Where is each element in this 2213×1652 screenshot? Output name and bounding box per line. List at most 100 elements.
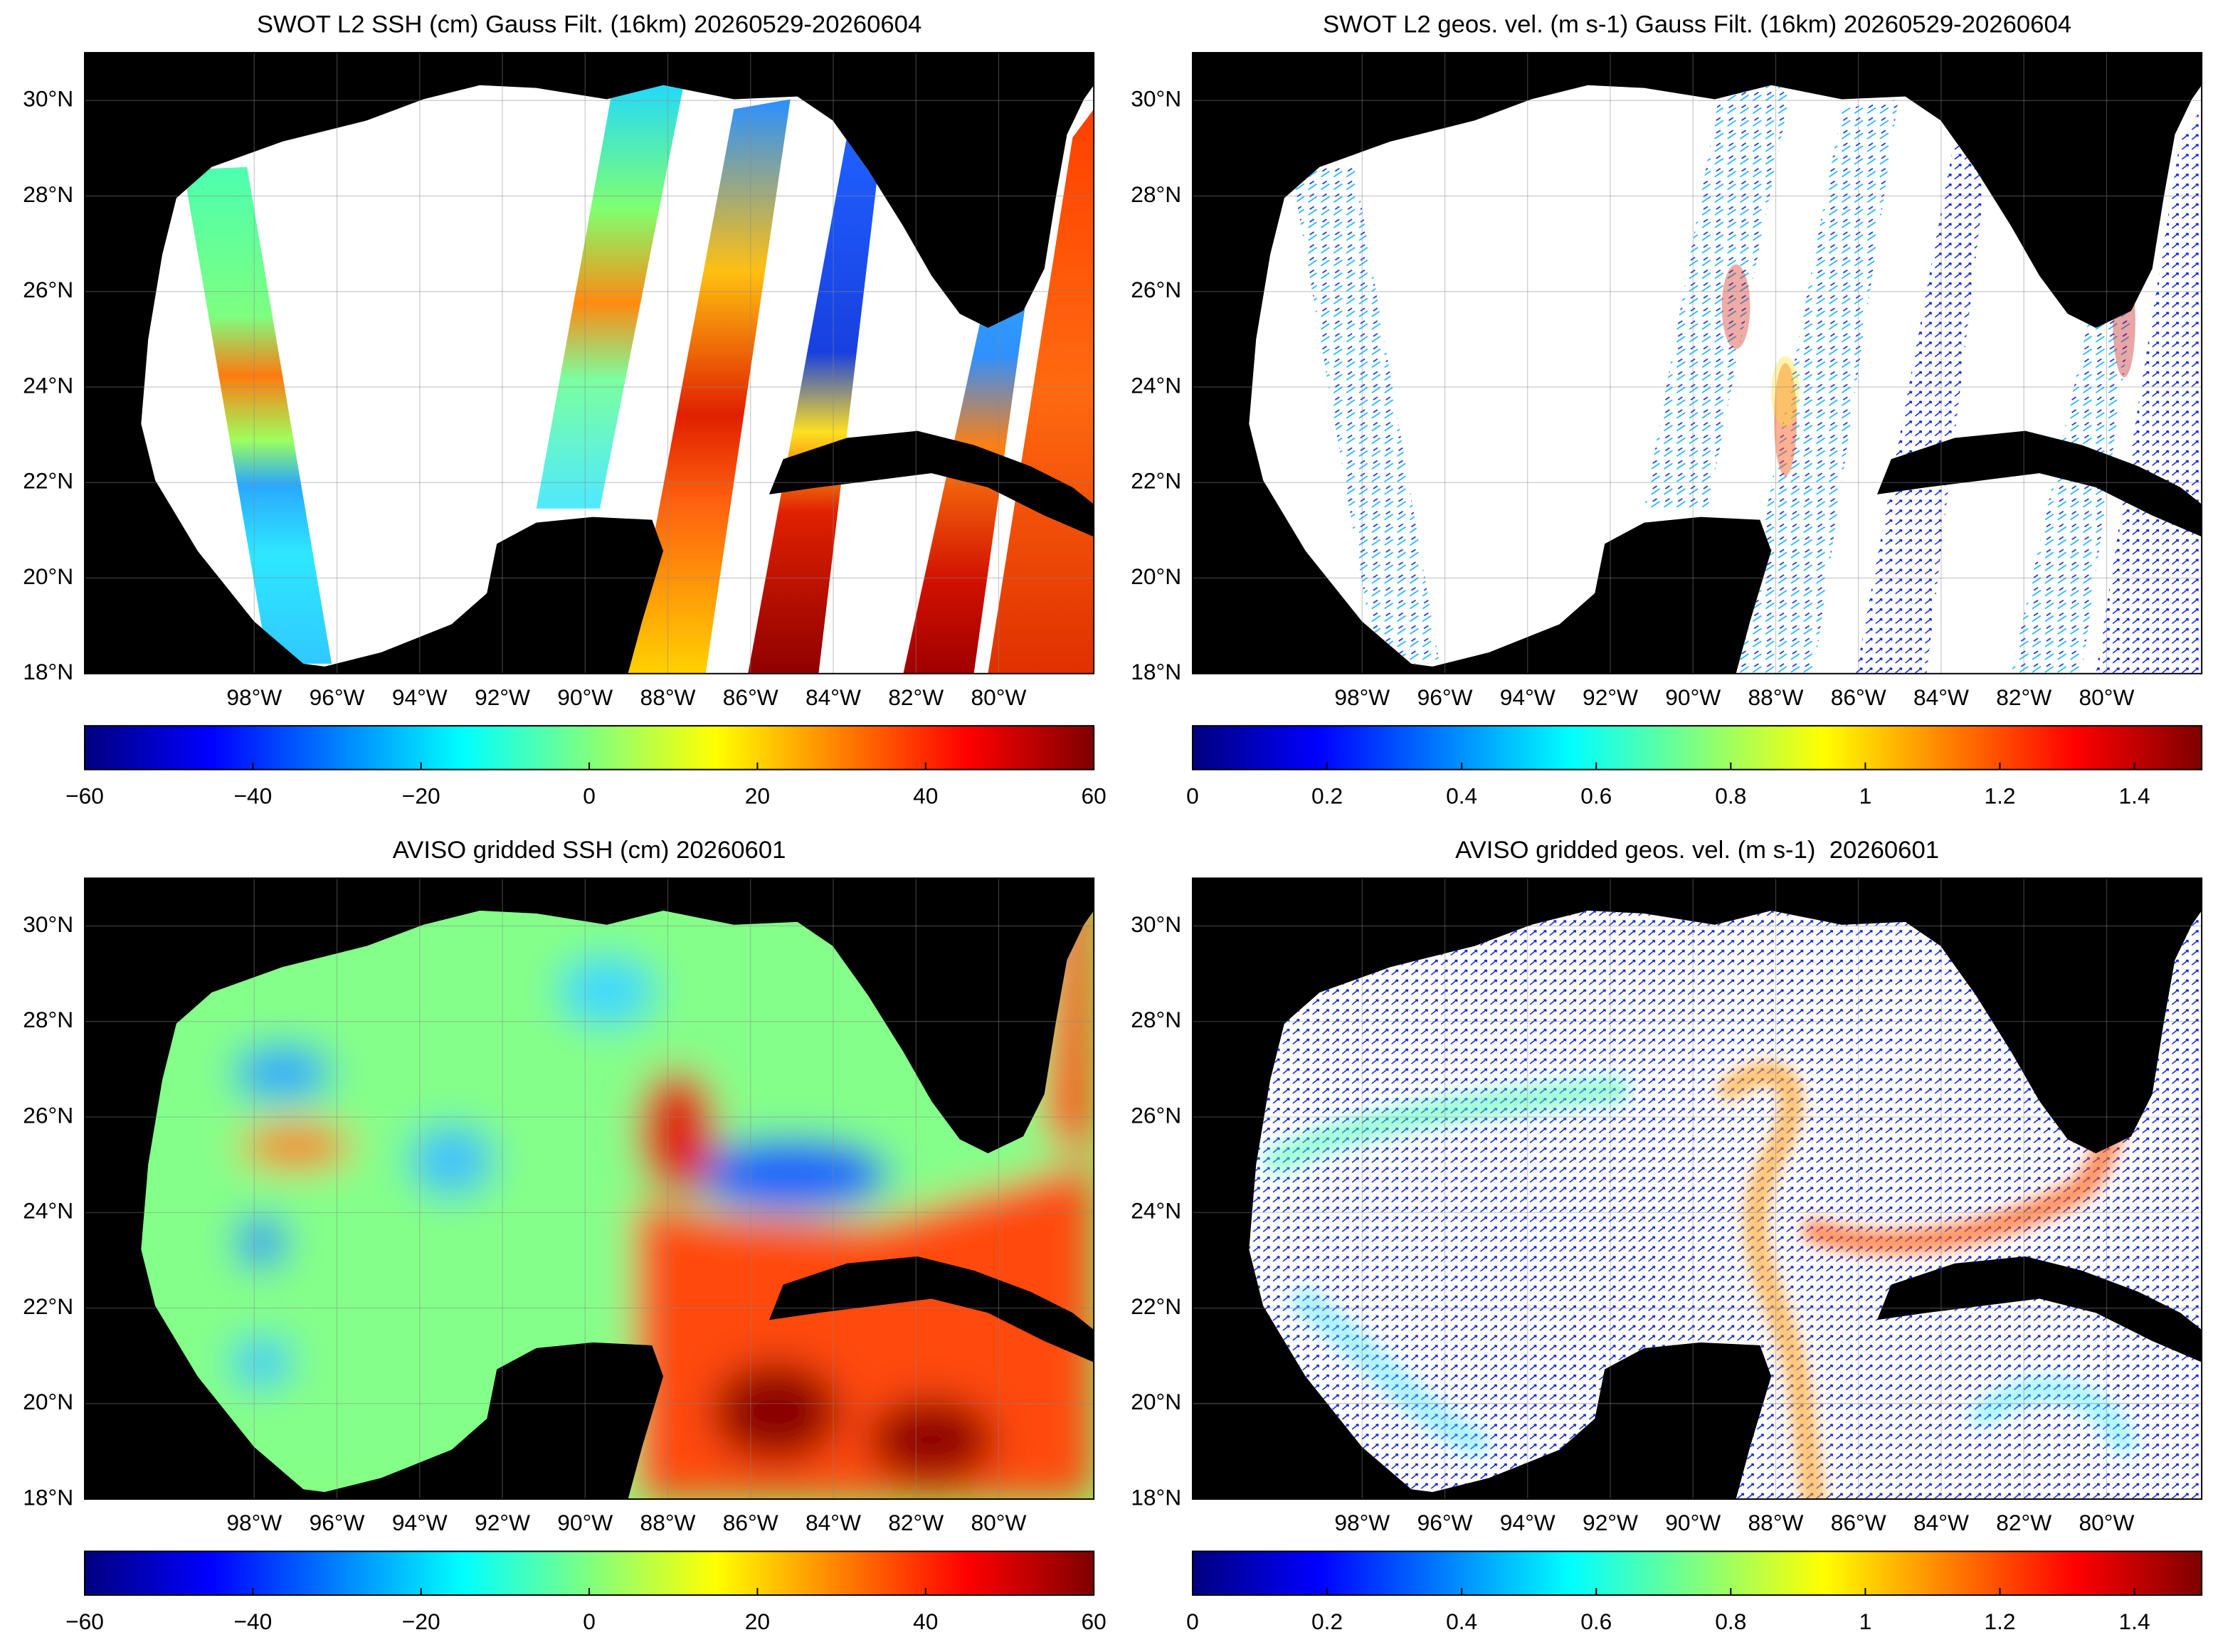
lat-tick-label: 24°N bbox=[23, 372, 73, 398]
lat-tick-label: 18°N bbox=[1131, 659, 1181, 684]
colorbar-tick-label: 0.6 bbox=[1580, 1609, 1612, 1634]
lat-tick-label: 28°N bbox=[23, 1007, 73, 1032]
lat-tick-label: 24°N bbox=[1131, 372, 1181, 398]
colorbar-tick-label: 0.8 bbox=[1715, 1609, 1746, 1634]
lon-tick-label: 86°W bbox=[723, 1510, 778, 1535]
colorbar-tick-label: 0.8 bbox=[1715, 783, 1746, 809]
lon-tick-label: 94°W bbox=[1500, 684, 1556, 710]
lat-tick-label: 22°N bbox=[23, 1293, 73, 1319]
lon-tick-label: 80°W bbox=[971, 684, 1027, 710]
colorbar-fill bbox=[84, 725, 1095, 771]
lon-tick-label: 88°W bbox=[640, 1510, 696, 1535]
map: 98°W 96°W 94°W 92°W 90°W 88°W 86°W 84°W 82°W 80°W… bbox=[23, 52, 1095, 710]
colorbar-tick-label: 40 bbox=[913, 1609, 938, 1634]
lon-tick-label: 98°W bbox=[1334, 684, 1390, 710]
lon-tick-label: 98°W bbox=[1334, 1510, 1390, 1535]
colorbar-fill bbox=[1191, 1550, 2203, 1596]
map-frame bbox=[84, 877, 1095, 1500]
lon-tick-label: 92°W bbox=[475, 684, 530, 710]
colorbar-tick-label: −60 bbox=[65, 783, 104, 809]
lon-tick-label: 90°W bbox=[1665, 684, 1721, 710]
map-frame bbox=[1191, 877, 2203, 1500]
lon-tick-label: 94°W bbox=[1500, 1510, 1556, 1535]
colorbar-tick-label: −40 bbox=[233, 783, 272, 809]
lat-tick-label: 30°N bbox=[23, 911, 73, 937]
colorbar-tick-label: 0 bbox=[1186, 1609, 1199, 1634]
lat-tick-label: 26°N bbox=[1131, 1102, 1181, 1128]
panel-title: AVISO gridded SSH (cm) 20260601 bbox=[393, 837, 786, 864]
colorbar-tick-label: 0 bbox=[583, 1609, 596, 1634]
lon-tick-label: 96°W bbox=[310, 684, 365, 710]
map-frame bbox=[1191, 52, 2203, 674]
lon-tick-label: 98°W bbox=[226, 1510, 282, 1535]
colorbar-tick-label: 0.2 bbox=[1311, 1609, 1343, 1634]
colorbar-tick-label: −20 bbox=[402, 783, 440, 809]
colorbar: 0 0.2 0.4 0.6 0.8 1 1.2 1.4 bbox=[1186, 1550, 2203, 1634]
colorbar-tick-label: 20 bbox=[745, 1609, 770, 1634]
lon-tick-label: 92°W bbox=[1583, 684, 1638, 710]
lat-tick-label: 18°N bbox=[1131, 1484, 1181, 1510]
colorbar-tick-label: 1.4 bbox=[2119, 783, 2150, 809]
lon-tick-label: 88°W bbox=[640, 684, 696, 710]
colorbar: −60 −40 −20 0 20 40 60 bbox=[65, 1550, 1106, 1634]
lon-tick-label: 96°W bbox=[310, 1510, 365, 1535]
lat-tick-label: 22°N bbox=[1131, 468, 1181, 494]
lon-tick-label: 86°W bbox=[723, 684, 778, 710]
colorbar-tick-label: 1.2 bbox=[1984, 783, 2015, 809]
colorbar-tick-label: 0 bbox=[583, 783, 596, 809]
colorbar-tick-label: 0.6 bbox=[1580, 783, 1612, 809]
map: 98°W 96°W 94°W 92°W 90°W 88°W 86°W 84°W 82°W 80°W… bbox=[23, 864, 1095, 1535]
lat-tick-label: 20°N bbox=[23, 1389, 73, 1414]
colorbar-tick-label: −60 bbox=[65, 1609, 104, 1634]
lat-tick-label: 22°N bbox=[1131, 1293, 1181, 1319]
map: 98°W 96°W 94°W 92°W 90°W 88°W 86°W 84°W 82°W 80°W… bbox=[1131, 52, 2203, 710]
colorbar-tick-label: 20 bbox=[745, 783, 770, 809]
lat-tick-label: 18°N bbox=[23, 1484, 73, 1510]
lon-tick-label: 88°W bbox=[1748, 1510, 1804, 1535]
colorbar-tick-label: 40 bbox=[913, 783, 938, 809]
panel-title: AVISO gridded geos. vel. (m s-1) 2026060… bbox=[1455, 837, 1939, 864]
lon-tick-label: 86°W bbox=[1831, 1510, 1886, 1535]
colorbar: 0 0.2 0.4 0.6 0.8 1 1.2 1.4 bbox=[1186, 725, 2203, 809]
lat-tick-label: 28°N bbox=[1131, 181, 1181, 207]
lat-tick-label: 26°N bbox=[1131, 277, 1181, 302]
lon-tick-label: 90°W bbox=[1665, 1510, 1721, 1535]
lon-tick-label: 84°W bbox=[1913, 684, 1969, 710]
colorbar-tick-label: 1 bbox=[1859, 1609, 1872, 1634]
colorbar-tick-label: 0.4 bbox=[1446, 783, 1477, 809]
panel-title: SWOT L2 geos. vel. (m s-1) Gauss Filt. (… bbox=[1323, 11, 2071, 38]
lon-tick-label: 80°W bbox=[971, 1510, 1027, 1535]
lat-tick-label: 24°N bbox=[23, 1198, 73, 1224]
colorbar-tick-label: 1 bbox=[1859, 783, 1872, 809]
colorbar-tick-label: 0 bbox=[1186, 783, 1199, 809]
lat-tick-label: 20°N bbox=[1131, 563, 1181, 589]
lat-tick-label: 30°N bbox=[1131, 911, 1181, 937]
lon-tick-label: 92°W bbox=[1583, 1510, 1638, 1535]
lon-tick-label: 80°W bbox=[2079, 684, 2135, 710]
lon-tick-label: 88°W bbox=[1748, 684, 1804, 710]
lon-tick-label: 82°W bbox=[888, 1510, 944, 1535]
map: 98°W 96°W 94°W 92°W 90°W 88°W 86°W 84°W 82°W 80°W… bbox=[1131, 878, 2202, 1535]
colorbar-tick-label: 1.4 bbox=[2119, 1609, 2150, 1634]
lat-tick-label: 26°N bbox=[23, 277, 73, 302]
lon-tick-label: 96°W bbox=[1417, 684, 1473, 710]
lat-tick-label: 26°N bbox=[23, 1102, 73, 1128]
lat-tick-label: 24°N bbox=[1131, 1198, 1181, 1224]
lon-tick-label: 96°W bbox=[1417, 1510, 1473, 1535]
lon-tick-label: 84°W bbox=[806, 1510, 861, 1535]
colorbar-tick-label: 60 bbox=[1082, 783, 1106, 809]
colorbar-tick-label: 0.2 bbox=[1311, 783, 1343, 809]
lat-tick-label: 22°N bbox=[23, 468, 73, 494]
lon-tick-label: 90°W bbox=[557, 684, 613, 710]
colorbar-tick-label: 60 bbox=[1082, 1609, 1106, 1634]
lon-tick-label: 90°W bbox=[557, 1510, 613, 1535]
lon-tick-label: 94°W bbox=[392, 684, 448, 710]
lon-tick-label: 82°W bbox=[888, 684, 944, 710]
lon-tick-label: 98°W bbox=[226, 684, 282, 710]
colorbar-tick-label: 0.4 bbox=[1446, 1609, 1477, 1634]
lon-tick-label: 82°W bbox=[1996, 684, 2051, 710]
colorbar-tick-label: −40 bbox=[233, 1609, 272, 1634]
